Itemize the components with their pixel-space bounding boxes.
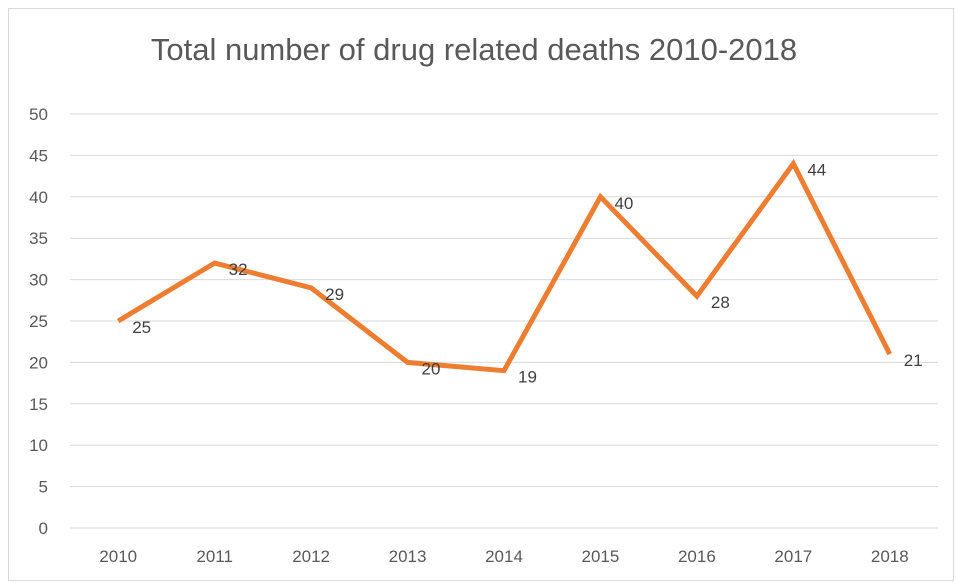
- x-tick-label: 2013: [389, 547, 427, 566]
- y-tick-label: 35: [29, 229, 48, 248]
- x-tick-label: 2014: [485, 547, 523, 566]
- x-axis-ticks: 2010 2011 2012 2013 2014 2015 2016 2017 2018: [99, 547, 908, 566]
- data-label: 19: [518, 368, 537, 387]
- series-line: [116, 158, 893, 374]
- y-tick-label: 5: [39, 478, 48, 497]
- data-label: 40: [614, 194, 633, 213]
- data-label: 20: [422, 359, 441, 378]
- y-tick-label: 40: [29, 188, 48, 207]
- x-tick-label: 2016: [678, 547, 716, 566]
- series-layer: [116, 158, 893, 374]
- data-label: 44: [807, 161, 826, 180]
- data-label: 28: [711, 293, 730, 312]
- y-tick-label: 15: [29, 395, 48, 414]
- y-tick-label: 10: [29, 436, 48, 455]
- y-axis-ticks: 0 5 10 15 20 25 30 35 40 45 50: [29, 105, 48, 538]
- y-tick-label: 30: [29, 271, 48, 290]
- y-tick-label: 25: [29, 312, 48, 331]
- gridlines: [70, 113, 938, 529]
- data-label: 29: [325, 285, 344, 304]
- x-tick-label: 2012: [292, 547, 330, 566]
- y-tick-label: 45: [29, 146, 48, 165]
- x-tick-label: 2018: [871, 547, 909, 566]
- y-tick-label: 0: [39, 519, 48, 538]
- y-tick-label: 20: [29, 353, 48, 372]
- chart-title: Total number of drug related deaths 2010…: [150, 32, 798, 67]
- x-tick-label: 2015: [582, 547, 620, 566]
- x-tick-label: 2011: [196, 547, 233, 566]
- data-label: 25: [132, 318, 151, 337]
- data-label: 32: [229, 260, 248, 279]
- data-labels: 25 32 29 20 19 40 28 44 21: [132, 161, 922, 387]
- y-tick-label: 50: [29, 105, 48, 124]
- x-tick-label: 2010: [99, 547, 137, 566]
- data-label: 21: [904, 351, 923, 370]
- x-tick-label: 2017: [774, 547, 812, 566]
